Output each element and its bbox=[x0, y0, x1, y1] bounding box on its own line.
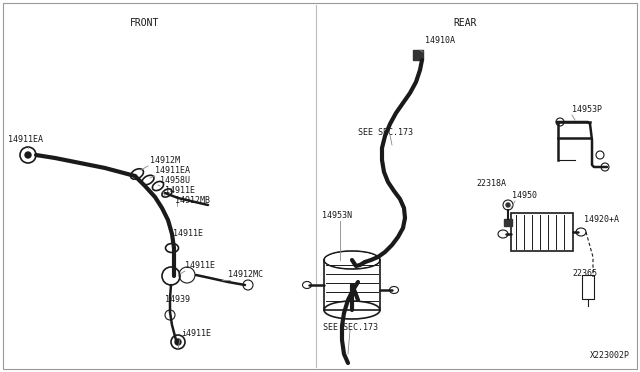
Bar bbox=[413, 50, 423, 60]
Text: SEE SEC.173: SEE SEC.173 bbox=[323, 323, 378, 332]
Text: 14911E: 14911E bbox=[185, 261, 215, 270]
Ellipse shape bbox=[325, 252, 379, 268]
Text: 14910A: 14910A bbox=[425, 36, 455, 45]
Text: 14950: 14950 bbox=[512, 191, 537, 200]
Text: 14912MB: 14912MB bbox=[175, 196, 210, 205]
Text: 22365: 22365 bbox=[572, 269, 597, 278]
Text: 14912M: 14912M bbox=[150, 156, 180, 165]
Bar bbox=[504, 219, 512, 226]
Text: 22318A: 22318A bbox=[476, 179, 506, 188]
Text: SEE SEC.173: SEE SEC.173 bbox=[358, 128, 413, 137]
Text: 14911E: 14911E bbox=[173, 229, 203, 238]
Text: REAR: REAR bbox=[453, 18, 477, 28]
Text: 14920+A: 14920+A bbox=[584, 215, 619, 224]
Text: FRONT: FRONT bbox=[131, 18, 160, 28]
Text: 14911EA: 14911EA bbox=[155, 166, 190, 175]
Text: 14939: 14939 bbox=[165, 295, 190, 304]
Text: X223002P: X223002P bbox=[590, 351, 630, 360]
Text: 14953P: 14953P bbox=[572, 105, 602, 114]
Text: 14911E: 14911E bbox=[165, 186, 195, 195]
Bar bbox=[511, 213, 573, 251]
Circle shape bbox=[25, 152, 31, 158]
Text: i4911E: i4911E bbox=[181, 329, 211, 338]
Text: 14953N: 14953N bbox=[322, 211, 352, 220]
Text: 14912MC: 14912MC bbox=[228, 270, 263, 279]
Text: 14958U: 14958U bbox=[160, 176, 190, 185]
Text: 14911EA: 14911EA bbox=[8, 135, 43, 144]
Circle shape bbox=[175, 339, 181, 345]
Bar bbox=[582, 275, 594, 299]
Bar bbox=[324, 260, 380, 310]
Circle shape bbox=[506, 203, 510, 207]
